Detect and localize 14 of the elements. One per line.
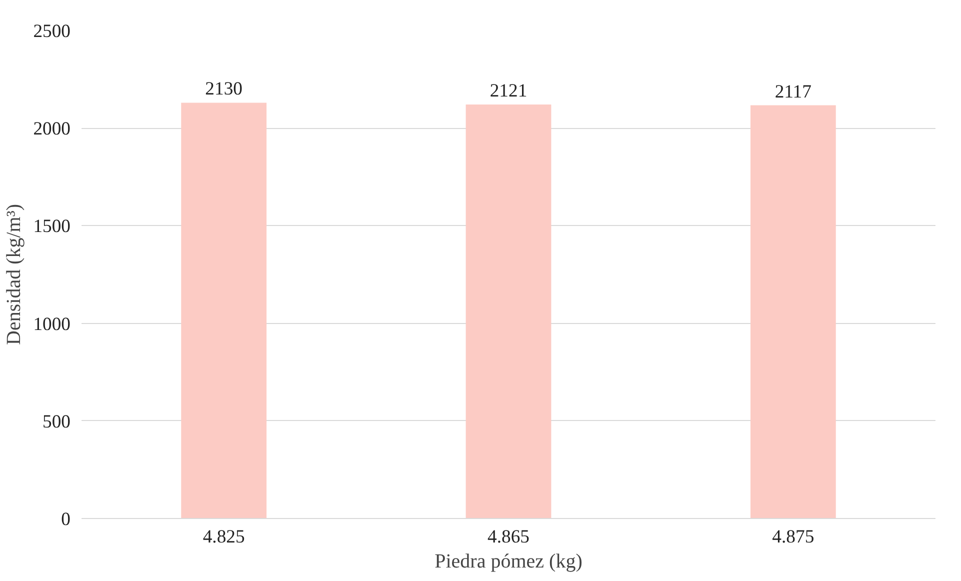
y-tick-label: 500 (42, 411, 70, 432)
y-axis-title: Densidad (kg/m³) (3, 204, 26, 345)
data-label: 2117 (774, 81, 812, 102)
y-tick-label: 0 (61, 509, 70, 530)
y-tick-label: 1500 (33, 216, 70, 238)
data-label: 2121 (490, 80, 528, 102)
x-tick-label: 4.875 (772, 526, 814, 548)
y-tick-label: 2000 (33, 118, 70, 140)
x-tick-label: 4.825 (202, 526, 245, 548)
y-tick-label: 2500 (33, 21, 70, 42)
x-axis-title: Piedra pómez (kg) (434, 550, 582, 572)
data-label: 2130 (205, 78, 242, 100)
y-tick-label: 1000 (33, 314, 70, 335)
x-tick-label: 4.865 (488, 526, 530, 548)
